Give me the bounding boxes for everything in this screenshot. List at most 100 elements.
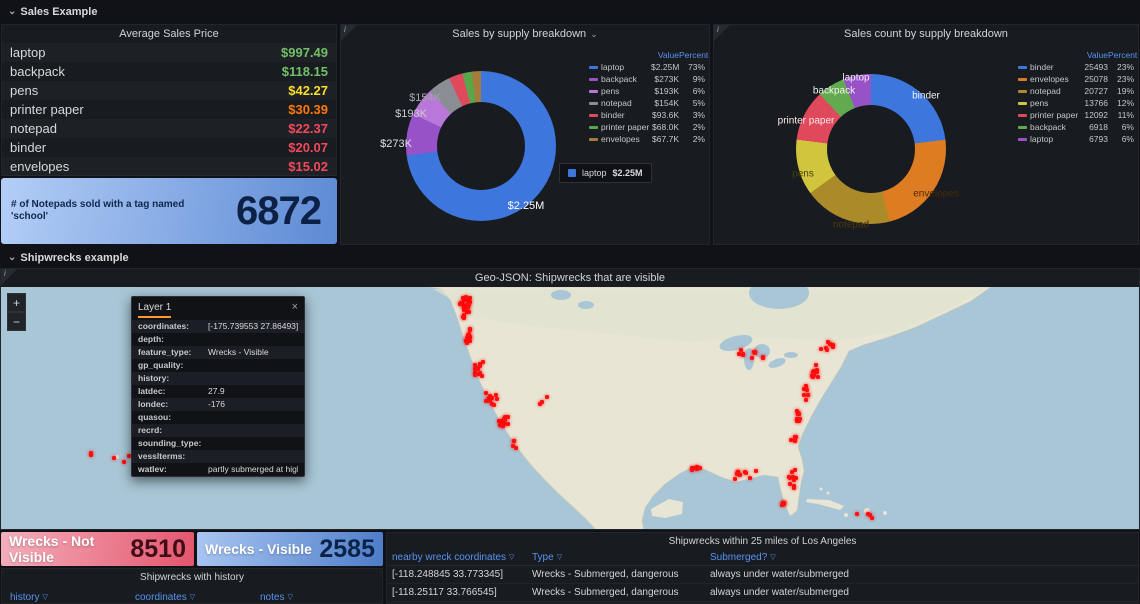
wreck-marker[interactable]: [804, 387, 809, 392]
legend-item[interactable]: printer paper $68.0K 2%: [589, 121, 705, 133]
legend-item[interactable]: pens $193K 6%: [589, 85, 705, 97]
panel-title[interactable]: Sales count by supply breakdown: [844, 28, 1008, 40]
wreck-marker[interactable]: [737, 472, 742, 477]
wreck-marker[interactable]: [813, 363, 818, 368]
wreck-marker[interactable]: [465, 335, 470, 340]
wreck-marker[interactable]: [697, 465, 702, 470]
wreck-marker[interactable]: [733, 476, 737, 481]
wreck-marker[interactable]: [479, 373, 484, 378]
zoom-in-button[interactable]: +: [7, 293, 26, 312]
wreck-marker[interactable]: [461, 295, 466, 300]
wreck-marker[interactable]: [478, 371, 483, 376]
wreck-marker[interactable]: [489, 395, 494, 400]
wreck-marker[interactable]: [462, 312, 467, 317]
legend-item[interactable]: printer paper 12092 11%: [1018, 109, 1134, 121]
panel-title[interactable]: Geo-JSON: Shipwrecks that are visible: [474, 272, 666, 284]
wreck-marker[interactable]: [462, 304, 467, 309]
wreck-marker[interactable]: [868, 513, 873, 518]
wreck-marker[interactable]: [483, 391, 488, 396]
wreck-marker[interactable]: [735, 471, 740, 476]
wreck-marker[interactable]: [459, 300, 464, 305]
wreck-marker[interactable]: [545, 394, 550, 399]
wreck-marker[interactable]: [751, 350, 756, 355]
wreck-marker[interactable]: [828, 341, 833, 346]
wreck-marker[interactable]: [464, 341, 469, 346]
wreck-marker[interactable]: [748, 475, 753, 480]
wreck-marker[interactable]: [690, 468, 695, 473]
wreck-marker[interactable]: [792, 486, 797, 491]
wreck-marker[interactable]: [737, 351, 742, 356]
panel-info-corner[interactable]: i: [1, 269, 17, 285]
legend-value-header[interactable]: Value: [657, 50, 679, 60]
wreck-marker[interactable]: [794, 434, 799, 439]
legend-item[interactable]: binder $93.6K 3%: [589, 109, 705, 121]
layer-tab[interactable]: Layer 1: [138, 302, 172, 318]
wreck-marker[interactable]: [494, 396, 499, 401]
wreck-marker[interactable]: [830, 342, 835, 347]
legend-value-header[interactable]: Value: [1086, 50, 1108, 60]
wreck-marker[interactable]: [462, 297, 467, 302]
wreck-marker[interactable]: [488, 398, 493, 403]
wreck-marker[interactable]: [483, 398, 488, 403]
wreck-marker[interactable]: [503, 418, 508, 423]
column-header-notes[interactable]: notes ▽: [260, 591, 293, 603]
column-header-coordinates[interactable]: coordinates ▽: [135, 591, 196, 603]
wreck-marker[interactable]: [475, 366, 480, 371]
wreck-marker[interactable]: [88, 451, 93, 456]
wreck-marker[interactable]: [473, 362, 478, 367]
wreck-marker[interactable]: [811, 375, 816, 380]
wreck-marker[interactable]: [854, 511, 859, 516]
legend-item[interactable]: notepad 20727 19%: [1018, 85, 1134, 97]
wreck-marker[interactable]: [806, 392, 811, 397]
wreck-marker[interactable]: [797, 417, 802, 422]
wreck-marker[interactable]: [492, 402, 497, 407]
zoom-out-button[interactable]: −: [7, 312, 26, 331]
panel-info-corner[interactable]: i: [714, 25, 730, 41]
wreck-marker[interactable]: [791, 483, 796, 488]
legend-item[interactable]: backpack 6918 6%: [1018, 121, 1134, 133]
wreck-marker[interactable]: [779, 503, 784, 508]
wreck-marker[interactable]: [824, 347, 829, 352]
wreck-marker[interactable]: [88, 453, 93, 458]
wreck-marker[interactable]: [461, 307, 466, 312]
wreck-marker[interactable]: [467, 338, 472, 343]
wreck-marker[interactable]: [692, 466, 697, 471]
legend-item[interactable]: notepad $154K 5%: [589, 97, 705, 109]
wreck-marker[interactable]: [797, 412, 802, 417]
column-header-submerged-[interactable]: Submerged? ▽: [710, 551, 776, 563]
wreck-marker[interactable]: [499, 419, 504, 424]
column-header-nearby-wreck-coordinates[interactable]: nearby wreck coordinates ▽: [392, 551, 515, 563]
panel-title[interactable]: Shipwrecks with history: [140, 572, 244, 583]
legend-percent-header[interactable]: Percent: [1108, 50, 1138, 60]
wreck-marker[interactable]: [505, 421, 510, 426]
legend-item[interactable]: envelopes 25078 23%: [1018, 73, 1134, 85]
wreck-marker[interactable]: [743, 471, 748, 475]
wreck-marker[interactable]: [465, 338, 470, 343]
wreck-marker[interactable]: [472, 372, 477, 377]
wreck-marker[interactable]: [488, 393, 493, 398]
wreck-marker[interactable]: [465, 306, 470, 311]
map-canvas[interactable]: + − Layer 1 × coordinates: [-175.739553 2…: [1, 287, 1139, 529]
legend-item[interactable]: backpack $273K 9%: [589, 73, 705, 85]
section-header-shipwrecks[interactable]: ⌄ Shipwrecks example: [8, 252, 129, 264]
panel-info-corner[interactable]: i: [341, 25, 357, 41]
wreck-marker[interactable]: [513, 446, 518, 451]
wreck-marker[interactable]: [801, 387, 806, 392]
wreck-marker[interactable]: [538, 402, 543, 407]
wreck-marker[interactable]: [690, 466, 695, 471]
wreck-marker[interactable]: [460, 315, 465, 320]
close-icon[interactable]: ×: [291, 301, 298, 313]
wreck-marker[interactable]: [803, 398, 808, 403]
wreck-marker[interactable]: [468, 328, 473, 333]
legend-item[interactable]: laptop $2.25M 73%: [589, 61, 705, 73]
wreck-marker[interactable]: [126, 454, 131, 459]
legend-item[interactable]: laptop 6793 6%: [1018, 133, 1134, 145]
legend-item[interactable]: envelopes $67.7K 2%: [589, 133, 705, 145]
wreck-marker[interactable]: [815, 367, 820, 372]
wreck-marker[interactable]: [121, 460, 126, 465]
wreck-marker[interactable]: [791, 474, 796, 479]
wreck-marker[interactable]: [466, 309, 471, 314]
wreck-marker[interactable]: [741, 352, 746, 357]
column-header-type[interactable]: Type ▽: [532, 551, 563, 563]
wreck-marker[interactable]: [825, 339, 830, 344]
